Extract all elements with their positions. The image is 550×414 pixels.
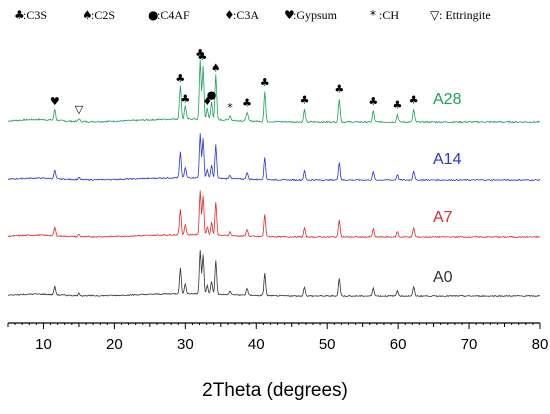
peak-marker: ▽ bbox=[75, 103, 84, 116]
legend-entry: ♦:C3A bbox=[224, 8, 259, 22]
peak-marker: ♣ bbox=[180, 92, 190, 105]
peak-marker: ♦ bbox=[202, 95, 212, 108]
legend-symbol: * bbox=[370, 8, 376, 22]
legend-entry: *:CH bbox=[370, 8, 399, 22]
legend-label: :C3S bbox=[23, 8, 47, 22]
series-line-a28 bbox=[7, 59, 541, 124]
legend-entry: ●:C4AF bbox=[148, 8, 190, 22]
peak-marker: ♣ bbox=[334, 82, 344, 95]
legend: ♣:C3S ♠:C2S ●:C4AF ♦:C3A ♥:Gypsum *:CH ▽: Ettr… bbox=[14, 8, 491, 22]
peak-marker: ♣ bbox=[368, 95, 378, 108]
series-label-a7: A7 bbox=[433, 209, 453, 226]
x-tick-label: 20 bbox=[106, 336, 123, 353]
series-label-a28: A28 bbox=[433, 91, 462, 108]
legend-entry: ♠:C2S bbox=[82, 8, 115, 22]
legend-label: :CH bbox=[379, 8, 399, 22]
peak-marker: ♣ bbox=[392, 99, 402, 112]
legend-symbol: ● bbox=[148, 8, 158, 22]
peak-marker: * bbox=[227, 101, 233, 114]
peak-marker: ♥ bbox=[50, 95, 60, 108]
x-axis: 10 20 30 40 50 60 70 80 bbox=[7, 322, 549, 353]
legend-symbol: ▽ bbox=[430, 8, 440, 22]
series-line-a0 bbox=[7, 249, 541, 298]
series-label-a14: A14 bbox=[433, 151, 462, 168]
x-tick-label: 80 bbox=[532, 336, 549, 353]
x-axis-label: 2Theta (degrees) bbox=[202, 380, 348, 401]
x-tick-label: 10 bbox=[35, 336, 52, 353]
legend-symbol: ♣ bbox=[14, 8, 25, 22]
legend-entry: ♥:Gypsum bbox=[284, 8, 338, 22]
x-tick-label: 70 bbox=[461, 336, 478, 353]
legend-symbol: ♥ bbox=[284, 8, 295, 22]
peak-marker: ♣ bbox=[175, 72, 185, 85]
legend-symbol: ♠ bbox=[82, 8, 93, 22]
series-label-a0: A0 bbox=[433, 269, 453, 286]
peak-marker: ♣ bbox=[260, 76, 270, 89]
peak-annotations: ♥▽♣♣♣♣♦●♠* ♣♣♣♣♣ ♣ ♣ bbox=[50, 47, 419, 116]
series-layer: A28 A14 A7 A0 bbox=[7, 59, 541, 298]
legend-entry: ▽: Ettringite bbox=[430, 8, 491, 22]
legend-label: :C4AF bbox=[157, 8, 190, 22]
legend-symbol: ♦ bbox=[224, 8, 235, 22]
peak-marker: ♣ bbox=[195, 47, 205, 60]
x-tick-label: 50 bbox=[319, 336, 336, 353]
legend-label: :Gypsum bbox=[293, 8, 338, 22]
peak-marker: ♣ bbox=[409, 94, 419, 107]
peak-marker: ♣ bbox=[300, 94, 310, 107]
peak-marker: ♣ bbox=[242, 97, 252, 110]
series-line-a7 bbox=[8, 190, 541, 239]
x-tick-label: 40 bbox=[248, 336, 265, 353]
series-line-a14 bbox=[7, 133, 541, 182]
peak-marker: ● bbox=[207, 89, 217, 102]
x-tick-label: 60 bbox=[390, 336, 407, 353]
legend-label: : Ettringite bbox=[439, 8, 491, 22]
legend-label: :C3A bbox=[233, 8, 259, 22]
x-tick-label: 30 bbox=[177, 336, 194, 353]
legend-entry: ♣:C3S bbox=[14, 8, 47, 22]
peak-marker: ♣ bbox=[197, 50, 207, 63]
peak-marker: ♠ bbox=[211, 61, 221, 74]
legend-label: :C2S bbox=[91, 8, 115, 22]
